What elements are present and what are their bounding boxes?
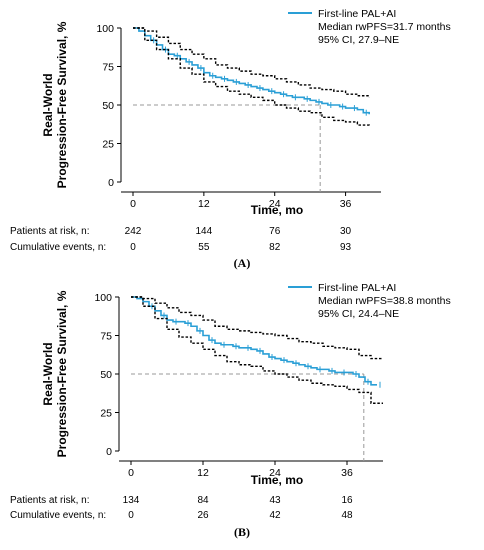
x-tick-label: 36 [340,198,352,210]
x-axis-title: Time, mo [251,203,303,217]
x-tick-label: 24 [269,198,281,210]
x-tick-label: 12 [198,198,210,210]
panel-label: (B) [234,525,250,539]
ci-lower-line [131,296,383,404]
legend-ci: 95% CI, 24.4–NE [318,308,399,320]
y-tick-label: 75 [100,331,112,343]
x-axis-title: Time, mo [251,473,303,487]
risk-value: 242 [125,226,142,237]
legend-median: Median rwPFS=31.7 months [318,21,451,33]
ci-upper-line [131,296,383,360]
y-tick-label: 0 [108,177,114,189]
risk-value: 134 [123,495,140,506]
risk-value: 76 [269,226,281,237]
legend-ci: 95% CI, 27.9–NE [318,34,399,46]
x-tick-label: 12 [197,467,209,479]
risk-row-label: Patients at risk, n: [10,495,89,506]
risk-value: 0 [130,242,136,253]
y-tick-label: 100 [96,23,114,35]
y-tick-label: 25 [100,408,112,420]
risk-value: 16 [341,495,353,506]
panel-a: 0 25 50 75 100 0 12 24 36 Time, mo Real-World Progr… [10,8,451,270]
y-tick-label: 75 [102,62,114,74]
ci-lower-line [133,27,370,127]
x-tick-label: 0 [130,198,136,210]
risk-value: 43 [269,495,281,506]
legend-entry: First-line PAL+AI [318,282,396,294]
y-axis-title-line-2: Progression-Free Survival, % [55,21,69,188]
y-tick-label: 0 [106,446,112,458]
y-tick-label: 100 [94,292,112,304]
risk-row-label: Cumulative events, n: [10,510,106,521]
y-axis-title-line-1: Real-World [41,342,55,405]
risk-value: 30 [340,226,352,237]
risk-value: 93 [340,242,352,253]
risk-row-label: Patients at risk, n: [10,226,89,237]
risk-value: 0 [128,510,134,521]
risk-value: 84 [197,495,209,506]
risk-value: 82 [269,242,281,253]
legend-median: Median rwPFS=38.8 months [318,295,451,307]
ci-upper-line [133,27,370,98]
y-tick-label: 25 [102,139,114,151]
y-axis-title-line-2: Progression-Free Survival, % [55,290,69,457]
x-tick-label: 0 [128,467,134,479]
legend-entry: First-line PAL+AI [318,8,396,20]
panel-label: (A) [234,256,251,270]
x-tick-label: 36 [341,467,353,479]
x-tick-label: 24 [269,467,281,479]
y-tick-label: 50 [102,100,114,112]
panel-b: 0 25 50 75 100 0 12 24 36 Time, mo Real-World Progr… [10,282,451,539]
y-tick-label: 50 [100,369,112,381]
risk-value: 26 [197,510,209,521]
risk-value: 42 [269,510,281,521]
risk-row-label: Cumulative events, n: [10,242,106,253]
risk-value: 55 [198,242,210,253]
y-axis-title-line-1: Real-World [41,73,55,136]
risk-value: 144 [196,226,213,237]
risk-value: 48 [341,510,353,521]
